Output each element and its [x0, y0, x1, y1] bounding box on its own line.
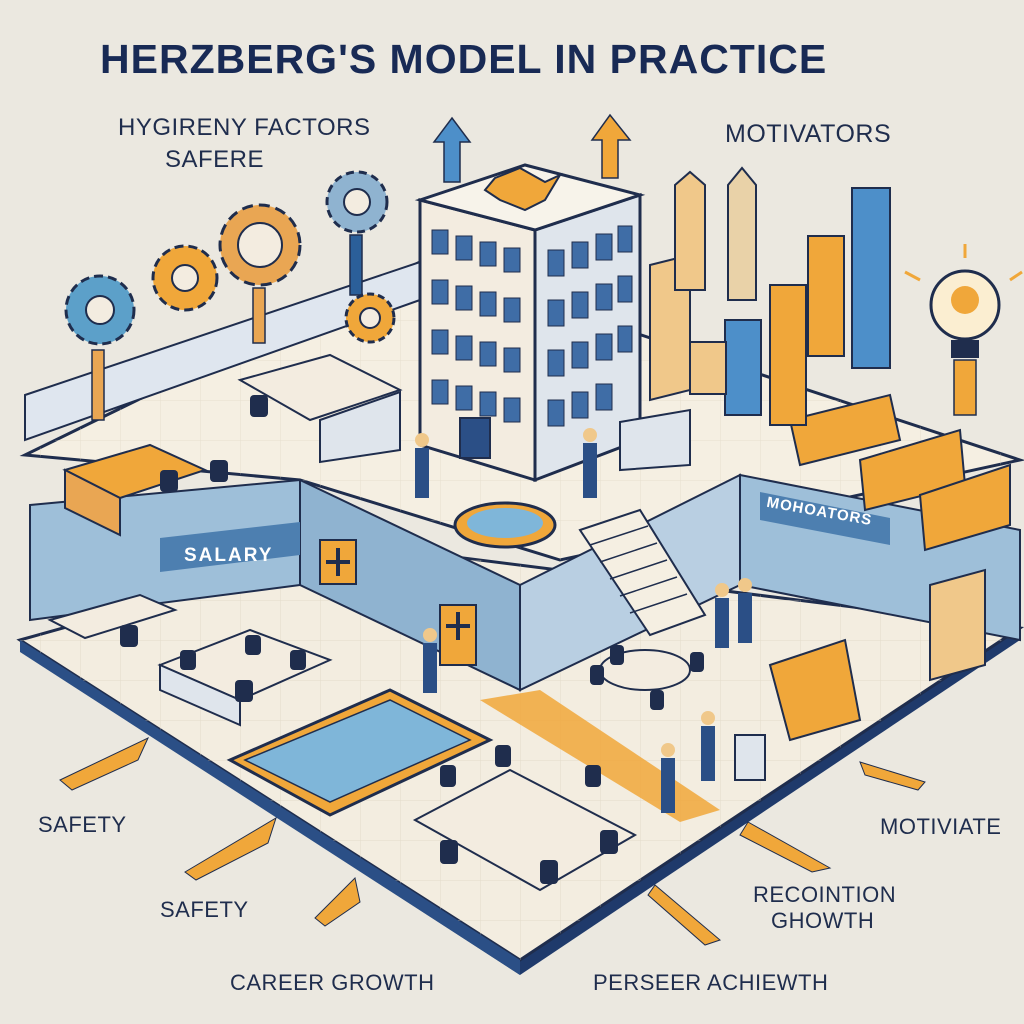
salary-wall-sign: SALARY	[184, 545, 274, 566]
office-chairs	[120, 395, 704, 884]
gear-icon	[151, 244, 219, 312]
office-tower	[414, 163, 646, 483]
hygiene-factors-label: HYGIRENY FACTORS	[118, 114, 371, 141]
office-desks	[47, 253, 1011, 892]
staircase	[578, 508, 707, 637]
motivators-label: MOTIVATORS	[725, 120, 892, 148]
gear-icon	[218, 203, 302, 344]
pointer-arrow-icon	[59, 736, 926, 946]
growth-label: GHOWTH	[771, 908, 875, 933]
up-arrow-icon	[432, 116, 472, 183]
walkway	[480, 690, 720, 822]
office-people	[415, 428, 752, 813]
motivator-pillars	[674, 166, 891, 426]
perseer-label: PERSEER ACHIEWTH	[593, 970, 829, 995]
gear-icon	[344, 292, 396, 344]
lightbulb-icon	[904, 244, 1023, 416]
safety-label-bottom: SAFETY	[160, 897, 249, 922]
gear-icon	[64, 274, 136, 421]
page-title: HERZBERG'S MODEL IN PRACTICE	[100, 36, 828, 82]
career-growth-label: CAREER GROWTH	[230, 970, 435, 995]
motivate-label: MOTIVIATE	[880, 814, 1002, 839]
gear-icon	[325, 170, 389, 296]
swimming-pool	[226, 688, 494, 817]
star-emblem-icon	[483, 166, 563, 212]
up-arrow-icon	[590, 113, 632, 179]
recognition-label: RECOINTION	[753, 882, 897, 907]
safer-label: SAFERE	[165, 146, 265, 173]
safety-label-left: SAFETY	[38, 812, 127, 837]
salary-wall	[29, 478, 521, 692]
